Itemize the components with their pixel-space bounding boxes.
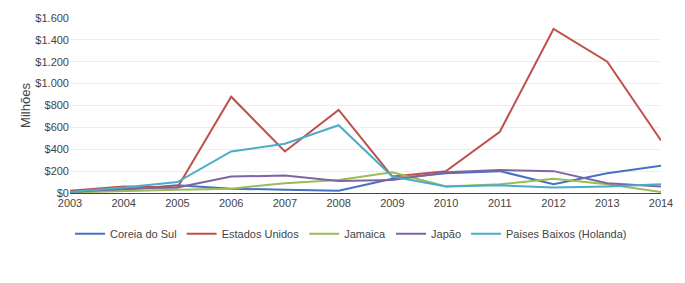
svg-text:2006: 2006 (219, 197, 243, 209)
svg-text:Estados Unidos: Estados Unidos (222, 228, 300, 240)
svg-text:2011: 2011 (488, 197, 512, 209)
svg-text:Japão: Japão (431, 228, 461, 240)
svg-text:2007: 2007 (273, 197, 297, 209)
svg-text:2004: 2004 (111, 197, 135, 209)
svg-text:2010: 2010 (434, 197, 458, 209)
svg-text:$800: $800 (45, 99, 69, 111)
svg-text:$400: $400 (45, 143, 69, 155)
svg-text:2008: 2008 (326, 197, 350, 209)
svg-text:$600: $600 (45, 121, 69, 133)
svg-text:Jamaica: Jamaica (344, 228, 386, 240)
svg-text:2012: 2012 (541, 197, 565, 209)
svg-text:$1.000: $1.000 (35, 77, 69, 89)
svg-text:$0: $0 (57, 187, 69, 199)
svg-text:Coreia do Sul: Coreia do Sul (110, 228, 177, 240)
svg-text:$200: $200 (45, 165, 69, 177)
svg-text:$1.400: $1.400 (35, 34, 69, 46)
svg-text:2005: 2005 (165, 197, 189, 209)
svg-text:Milhões: Milhões (18, 83, 33, 128)
svg-text:$1.200: $1.200 (35, 56, 69, 68)
svg-text:2009: 2009 (380, 197, 404, 209)
svg-text:$1.600: $1.600 (35, 12, 69, 24)
svg-text:2014: 2014 (649, 197, 673, 209)
svg-text:2003: 2003 (58, 197, 82, 209)
svg-text:2013: 2013 (595, 197, 619, 209)
svg-text:Paises Baixos (Holanda): Paises Baixos (Holanda) (506, 228, 626, 240)
